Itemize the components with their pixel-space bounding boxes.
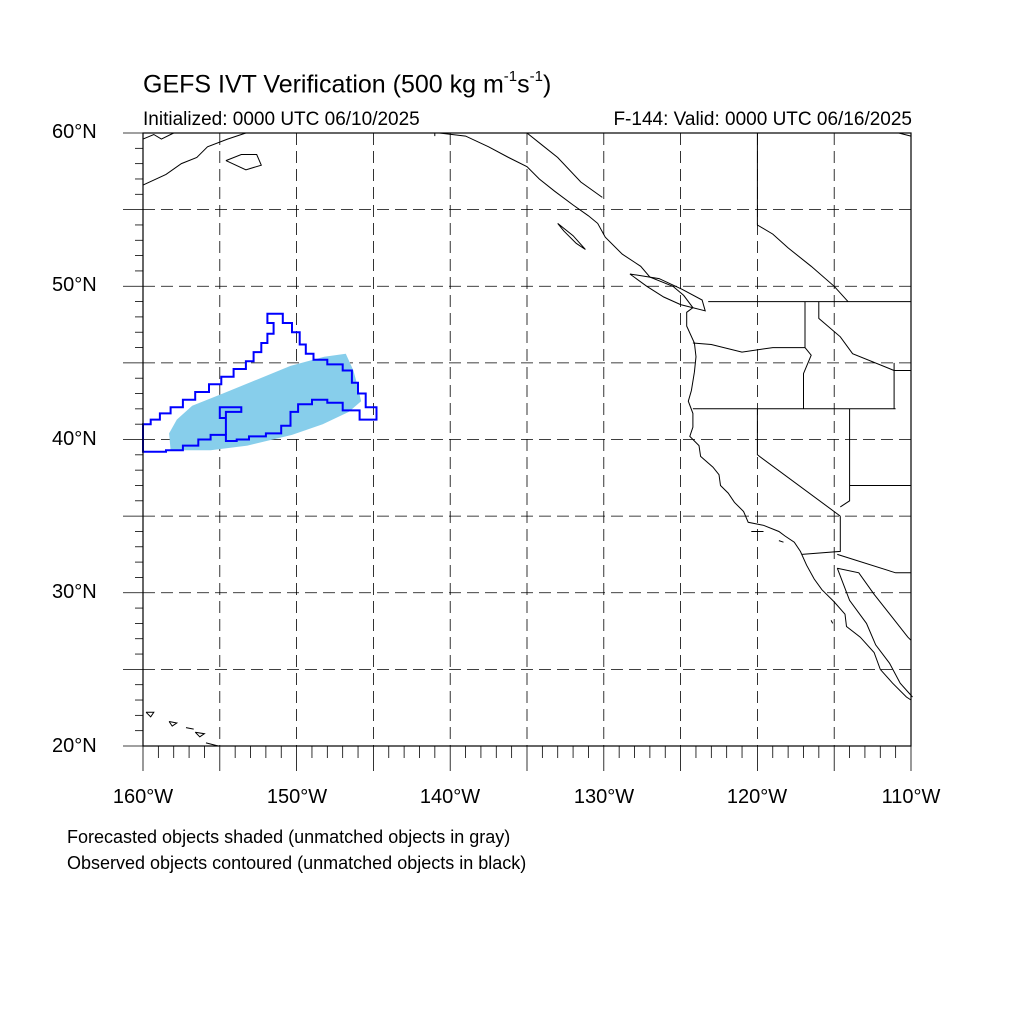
lat-label-30n: 30°N <box>52 581 97 603</box>
border-id-mt <box>818 301 895 371</box>
lat-label-20n: 20°N <box>52 735 97 757</box>
chart-title: GEFS IVT Verification (500 kg m-1s-1) <box>143 68 552 99</box>
border-us-mexico <box>837 553 911 574</box>
border-ca-nv <box>756 408 841 517</box>
axis-ticks <box>123 132 912 771</box>
note-forecast: Forecasted objects shaded (unmatched obj… <box>67 827 511 847</box>
lat-label-60n: 60°N <box>52 121 97 143</box>
coastline-alaska-west <box>142 132 247 186</box>
lat-label-40n: 40°N <box>52 428 97 450</box>
coastline-vancouver-island <box>629 273 706 312</box>
gridlines <box>143 133 911 746</box>
lon-label-130w: 130°W <box>573 786 635 808</box>
island-cedros <box>830 620 834 624</box>
initialized-label: Initialized: 0000 UTC 06/10/2025 <box>143 109 420 130</box>
lon-label-160w: 160°W <box>112 786 174 808</box>
observed-object-inner <box>218 406 243 435</box>
lon-label-110w: 110°W <box>881 786 941 808</box>
border-bc-alberta <box>756 133 849 302</box>
border-nv-ut <box>840 408 851 508</box>
coastline-mexico <box>837 567 912 641</box>
lat-label-50n: 50°N <box>52 274 97 296</box>
island-catalina <box>778 540 784 543</box>
coastline-west <box>439 132 912 701</box>
forecast-object <box>169 353 362 451</box>
coastline-kodiak <box>225 154 262 171</box>
forecast-object-shaded <box>169 353 362 451</box>
lon-label-140w: 140°W <box>419 786 481 808</box>
valid-label: F-144: Valid: 0000 UTC 06/16/2025 <box>613 109 912 130</box>
border-bc-alaska <box>526 132 603 198</box>
island-oahu <box>168 721 179 727</box>
note-observed: Observed objects contoured (unmatched ob… <box>67 853 527 873</box>
border-ca-az <box>801 516 841 555</box>
island-maui <box>194 731 206 738</box>
border-or-id <box>803 347 812 409</box>
lon-label-120w: 120°W <box>726 786 788 808</box>
observed-object-outline <box>142 312 378 453</box>
lon-label-150w: 150°W <box>266 786 328 808</box>
island-kauai <box>145 711 155 718</box>
coastline-alaska-north <box>142 132 174 140</box>
island-molokai <box>185 727 194 730</box>
observed-object-contour <box>142 312 378 453</box>
border-wa-or <box>692 342 805 353</box>
coastline-haida-gwaii <box>557 223 586 250</box>
coastline-baja-gulf <box>836 568 913 698</box>
